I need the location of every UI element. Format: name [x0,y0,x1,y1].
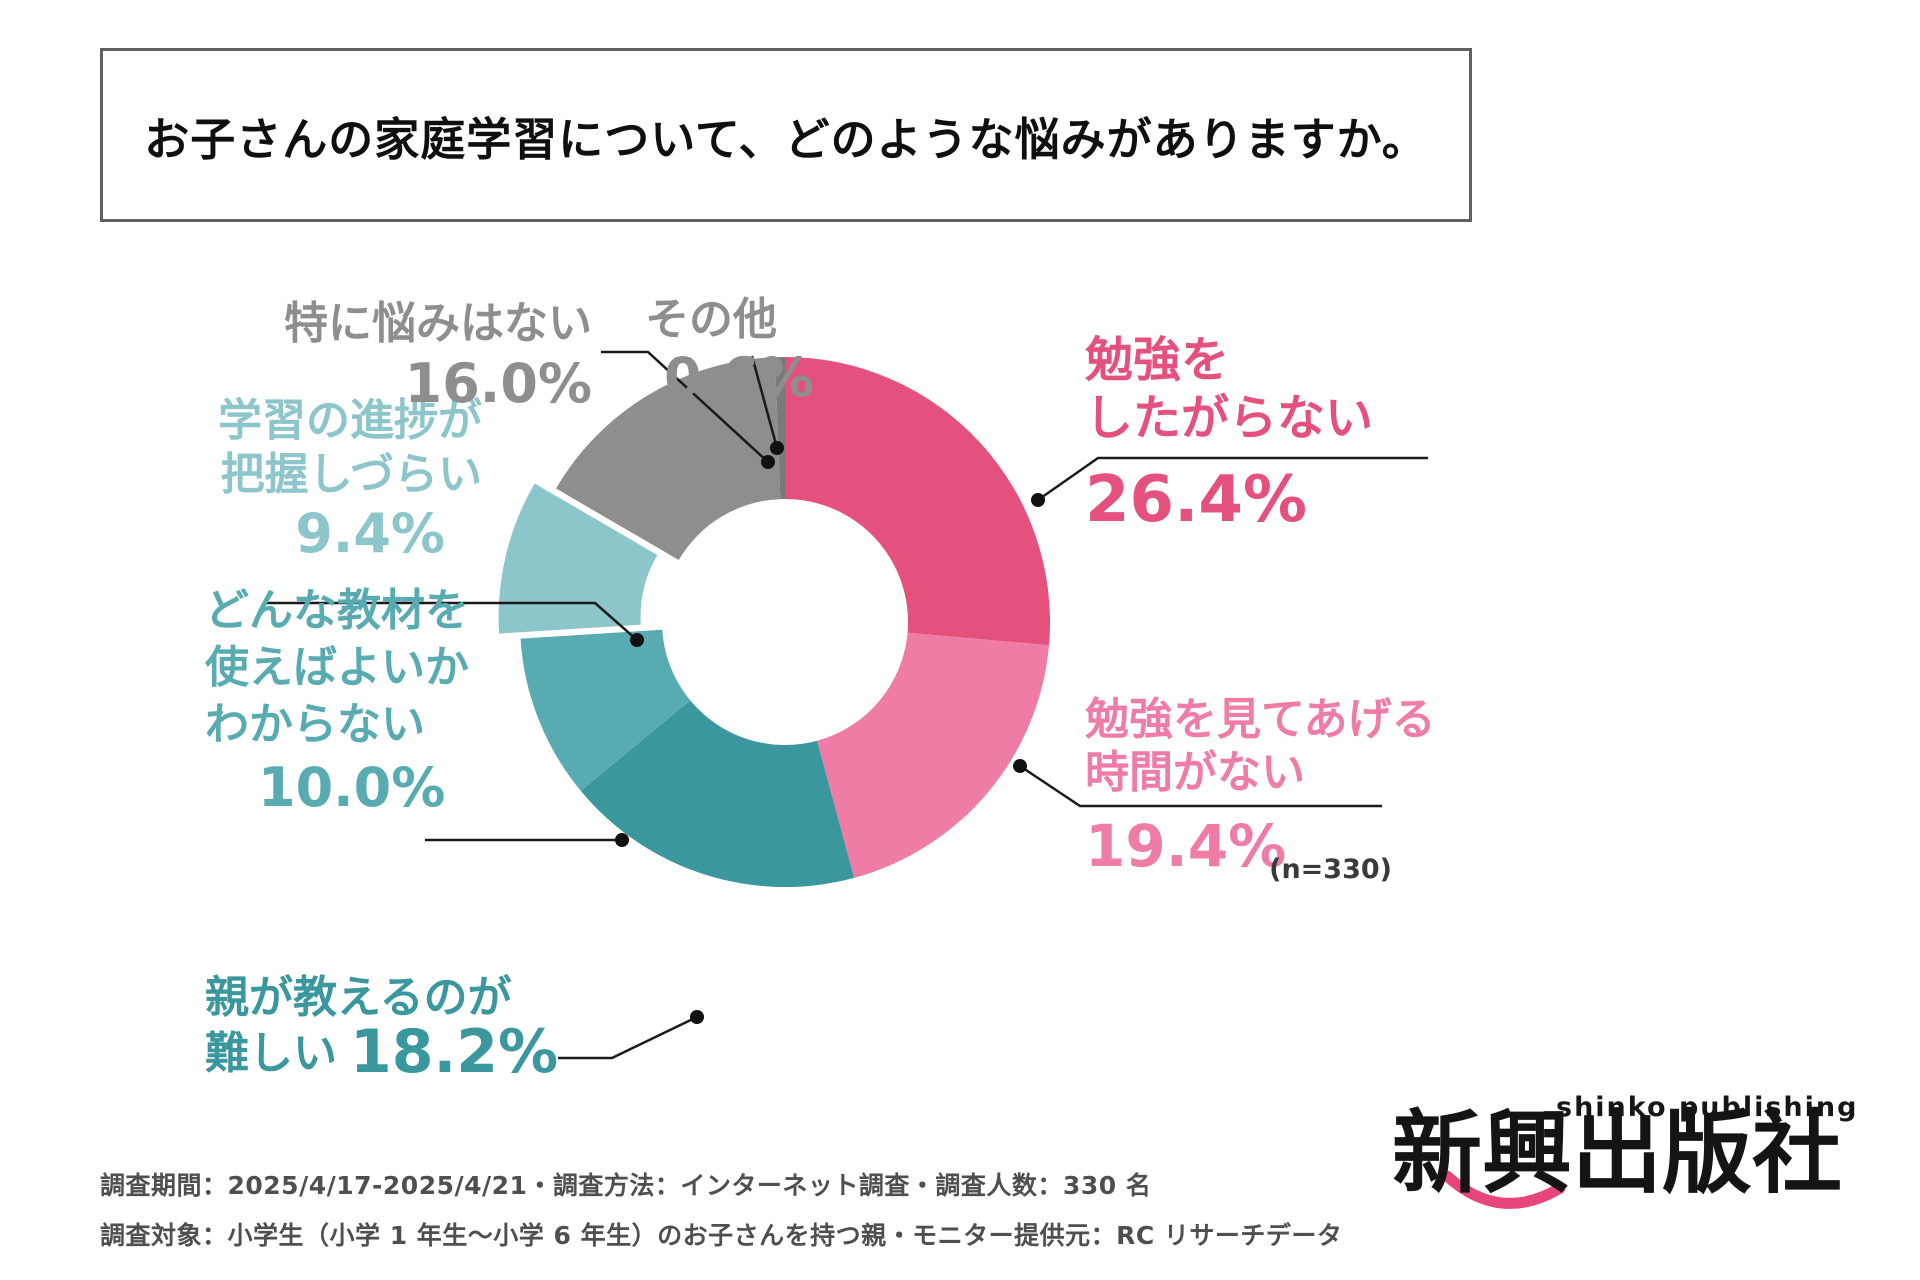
callout-dot-5 [761,455,775,469]
callout-line-0 [1037,456,1428,502]
logo-smile-icon [1441,1170,1566,1209]
slice-value-no-worries: 16.0% [404,352,592,415]
slice-label-which-material: どんな教材を 使えばよいか わからない [205,585,469,751]
callout-dot-1 [1013,759,1027,773]
pie-slice-1 [817,632,1049,878]
slice-label-progress: 学習の進捗が 把握しづらい [218,395,482,500]
sample-size-label: (n=330) [1269,854,1392,885]
logo-tagline: shinko publishing [1556,1092,1859,1123]
callout-line-1 [1019,764,1382,808]
pie-slice-3 [520,629,691,791]
pie-slice-2 [580,700,855,888]
pie-slice-4 [498,483,658,634]
slice-value-other: 0.6% [664,346,814,409]
survey-note-line-2: 調査対象：小学生（小学 1 年生〜小学 6 年生）のお子さんを持つ親・モニター提… [100,1221,1343,1250]
callout-line-2 [558,1015,698,1060]
pie-slice-5 [556,357,781,561]
slice-value-no-time: 19.4% [1085,812,1287,880]
slice-label-other: その他 [645,294,777,345]
slice-value-hard-to-teach: 18.2% [350,1017,559,1087]
slice-label-hard-to-teach: 親が教えるのが 難しい [205,972,512,1080]
slice-value-which-material: 10.0% [258,756,446,819]
title-box: お子さんの家庭学習について、どのような悩みがありますか。 [100,48,1472,222]
slice-value-progress: 9.4% [295,502,445,565]
survey-note-line-1: 調査期間：2025/4/17-2025/4/21・調査方法：インターネット調査・… [100,1171,1152,1200]
callout-line-4 [265,601,638,641]
callout-line-5 [601,350,769,463]
callout-dot-4 [630,633,644,647]
callout-dot-0 [1031,493,1045,507]
pie-slice-6 [775,357,785,500]
callout-dot-6 [770,441,784,455]
callout-line-6 [750,355,779,449]
slice-label-no-worries: 特に悩みはない [284,298,592,349]
callout-dot-2 [690,1010,704,1024]
slice-label-no-time: 勉強を見てあげる 時間がない [1085,694,1436,798]
pie-slice-0 [785,357,1051,646]
page-title: お子さんの家庭学習について、どのような悩みがありますか。 [144,112,1428,166]
slice-label-study-reluctant: 勉強を したがらない [1085,332,1374,446]
slice-value-study-reluctant: 26.4% [1085,463,1308,537]
logo-name: 新興出版社 [1392,1101,1842,1206]
callout-dot-3 [615,833,629,847]
